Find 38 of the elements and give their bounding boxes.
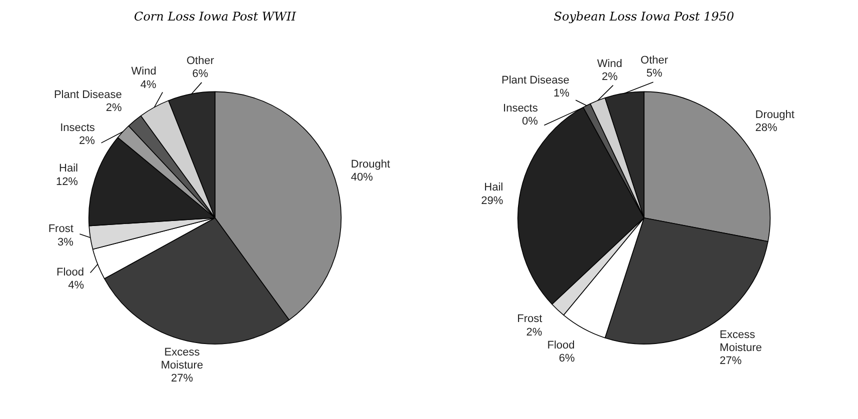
- slice-label: Excess Moisture: [160, 346, 204, 372]
- slice-label: Flood: [547, 339, 575, 352]
- data-label: 4%: [68, 280, 84, 292]
- data-label: 1%: [553, 88, 570, 100]
- data-label: 4%: [140, 78, 157, 91]
- data-label: 27%: [170, 372, 194, 385]
- slice-label: Plant Disease: [54, 88, 122, 101]
- data-label: 6%: [192, 68, 208, 80]
- data-label: 2%: [526, 326, 542, 338]
- slice-label: Drought: [350, 158, 390, 171]
- data-label: 5%: [646, 68, 662, 80]
- slice-label: Frost: [517, 313, 542, 326]
- category-label: Insects: [503, 102, 538, 114]
- slice-label: Hail: [59, 162, 78, 175]
- data-label: 2%: [602, 71, 618, 84]
- slice-label: Flood: [56, 266, 84, 278]
- data-label: 3%: [57, 236, 74, 248]
- data-label: 28%: [755, 122, 778, 134]
- slice-label: Wind: [597, 58, 622, 70]
- chart-title: Corn Loss Iowa Post WWII: [134, 9, 296, 24]
- text: 0%: [522, 116, 538, 128]
- slice-label: Excess Moisture: [720, 328, 762, 354]
- slice-label: Insects: [60, 122, 96, 134]
- data-label: 2%: [79, 135, 96, 148]
- slice-label: Other: [640, 54, 668, 66]
- slice-label: Other: [186, 54, 214, 67]
- data-label: 40%: [350, 172, 374, 184]
- data-label: 29%: [481, 194, 504, 207]
- slice-label: Drought: [755, 108, 794, 121]
- slice-label: Wind: [131, 66, 156, 78]
- data-label: 27%: [720, 355, 742, 368]
- data-label: 12%: [56, 176, 78, 188]
- slice-label: Plant Disease: [501, 74, 570, 86]
- data-label: 2%: [106, 102, 122, 114]
- slice-label: Hail: [484, 182, 504, 194]
- chart-title: Soybean Loss Iowa Post 1950: [554, 9, 735, 24]
- slice-label: Frost: [48, 223, 74, 236]
- data-label: 6%: [558, 352, 575, 365]
